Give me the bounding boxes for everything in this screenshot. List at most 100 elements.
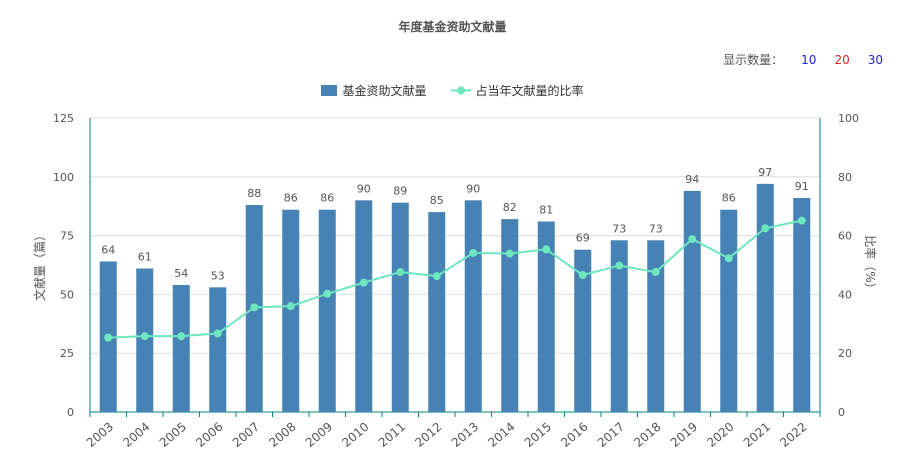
bar bbox=[501, 219, 519, 412]
ratio-point bbox=[213, 329, 222, 338]
x-tick-label: 2018 bbox=[631, 420, 663, 450]
ratio-point bbox=[578, 270, 587, 279]
y-tick-left: 125 bbox=[53, 112, 74, 125]
x-tick-label: 2016 bbox=[558, 420, 590, 450]
legend-line-swatch bbox=[450, 86, 471, 95]
bar-data-label: 61 bbox=[138, 251, 152, 264]
x-tick-label: 2003 bbox=[84, 420, 116, 450]
y-tick-right: 20 bbox=[838, 347, 852, 360]
bar bbox=[647, 240, 665, 412]
bar-data-label: 73 bbox=[612, 222, 626, 235]
bar-data-label: 91 bbox=[795, 180, 809, 193]
bar-data-label: 86 bbox=[722, 192, 736, 205]
x-tick-label: 2015 bbox=[522, 420, 554, 450]
ratio-point bbox=[688, 235, 697, 244]
x-tick-label: 2011 bbox=[376, 420, 408, 450]
ratio-point bbox=[396, 268, 405, 277]
y-axis-left-title: 文献量（篇） bbox=[32, 229, 47, 301]
x-tick-label: 2009 bbox=[303, 420, 335, 450]
x-tick-label: 2020 bbox=[704, 420, 736, 450]
y-tick-left: 0 bbox=[67, 406, 74, 419]
bar-data-label: 69 bbox=[576, 232, 590, 245]
bar-data-label: 89 bbox=[393, 185, 407, 198]
ratio-point bbox=[615, 261, 624, 270]
bar-data-label: 88 bbox=[247, 187, 261, 200]
bar bbox=[610, 240, 628, 412]
display-count-option-20[interactable]: 20 bbox=[834, 52, 850, 67]
y-tick-left: 75 bbox=[60, 230, 74, 243]
ratio-point bbox=[724, 254, 733, 263]
bar-data-label: 53 bbox=[211, 269, 225, 282]
x-tick-label: 2021 bbox=[741, 420, 773, 450]
bar bbox=[391, 202, 409, 412]
legend-item-line[interactable]: 占当年文献量的比率 bbox=[450, 82, 584, 99]
ratio-line bbox=[108, 219, 802, 339]
bar-data-label: 90 bbox=[357, 182, 371, 195]
ratio-point bbox=[104, 333, 113, 342]
ratio-point bbox=[797, 216, 806, 225]
ratio-point bbox=[323, 289, 332, 298]
bar bbox=[282, 209, 300, 412]
bar-data-label: 73 bbox=[649, 222, 663, 235]
ratio-point bbox=[505, 249, 514, 258]
x-tick-label: 2017 bbox=[595, 420, 627, 450]
bar-data-label: 54 bbox=[174, 267, 188, 280]
x-tick-label: 2008 bbox=[266, 420, 298, 450]
display-count-option-10[interactable]: 10 bbox=[801, 52, 817, 67]
x-tick-label: 2006 bbox=[193, 420, 225, 450]
ratio-point bbox=[359, 278, 368, 287]
bar bbox=[720, 209, 738, 412]
y-tick-right: 80 bbox=[838, 171, 852, 184]
bar bbox=[574, 249, 592, 412]
bar bbox=[756, 183, 774, 412]
ratio-point bbox=[469, 248, 478, 257]
chart-legend: 基金资助文献量 占当年文献量的比率 bbox=[0, 82, 905, 99]
bar-data-label: 86 bbox=[320, 192, 334, 205]
bar bbox=[428, 212, 446, 412]
bar-data-label: 85 bbox=[430, 194, 444, 207]
x-tick-label: 2010 bbox=[339, 420, 371, 450]
ratio-point bbox=[432, 272, 441, 281]
legend-bar-label: 基金资助文献量 bbox=[342, 84, 427, 98]
display-count-label: 显示数量： bbox=[723, 53, 784, 67]
bar bbox=[136, 268, 154, 412]
legend-line-label: 占当年文献量的比率 bbox=[475, 84, 584, 98]
ratio-point bbox=[177, 332, 186, 341]
x-tick-label: 2014 bbox=[485, 420, 517, 450]
y-tick-left: 25 bbox=[60, 347, 74, 360]
display-count-selector: 显示数量： 10 20 30 bbox=[723, 51, 883, 68]
ratio-point bbox=[250, 303, 259, 312]
y-tick-left: 100 bbox=[53, 171, 74, 184]
y-tick-right: 0 bbox=[838, 406, 845, 419]
bar-data-label: 82 bbox=[503, 201, 517, 214]
legend-item-bar[interactable]: 基金资助文献量 bbox=[321, 82, 427, 99]
ratio-point bbox=[761, 224, 770, 233]
y-tick-left: 50 bbox=[60, 288, 74, 301]
chart-title: 年度基金资助文献量 bbox=[398, 20, 507, 34]
x-tick-label: 2007 bbox=[230, 420, 262, 450]
x-tick-label: 2004 bbox=[120, 420, 152, 450]
y-tick-right: 40 bbox=[838, 288, 852, 301]
display-count-option-30[interactable]: 30 bbox=[867, 52, 883, 67]
legend-bar-swatch bbox=[321, 85, 338, 96]
bar-data-label: 97 bbox=[758, 166, 772, 179]
ratio-point bbox=[542, 245, 551, 254]
bar-data-label: 94 bbox=[685, 173, 699, 186]
bar bbox=[683, 190, 701, 412]
x-tick-label: 2012 bbox=[412, 420, 444, 450]
bar bbox=[172, 284, 190, 412]
bar bbox=[318, 209, 336, 412]
x-tick-label: 2013 bbox=[449, 420, 481, 450]
y-tick-right: 100 bbox=[838, 112, 859, 125]
ratio-point bbox=[140, 332, 149, 341]
bar bbox=[793, 197, 811, 412]
y-tick-right: 60 bbox=[838, 230, 852, 243]
ratio-point bbox=[286, 302, 295, 311]
x-tick-label: 2005 bbox=[157, 420, 189, 450]
bar bbox=[209, 287, 227, 412]
bar bbox=[537, 221, 555, 412]
bar bbox=[464, 200, 482, 412]
ratio-point bbox=[651, 268, 660, 277]
bar-data-label: 90 bbox=[466, 182, 480, 195]
